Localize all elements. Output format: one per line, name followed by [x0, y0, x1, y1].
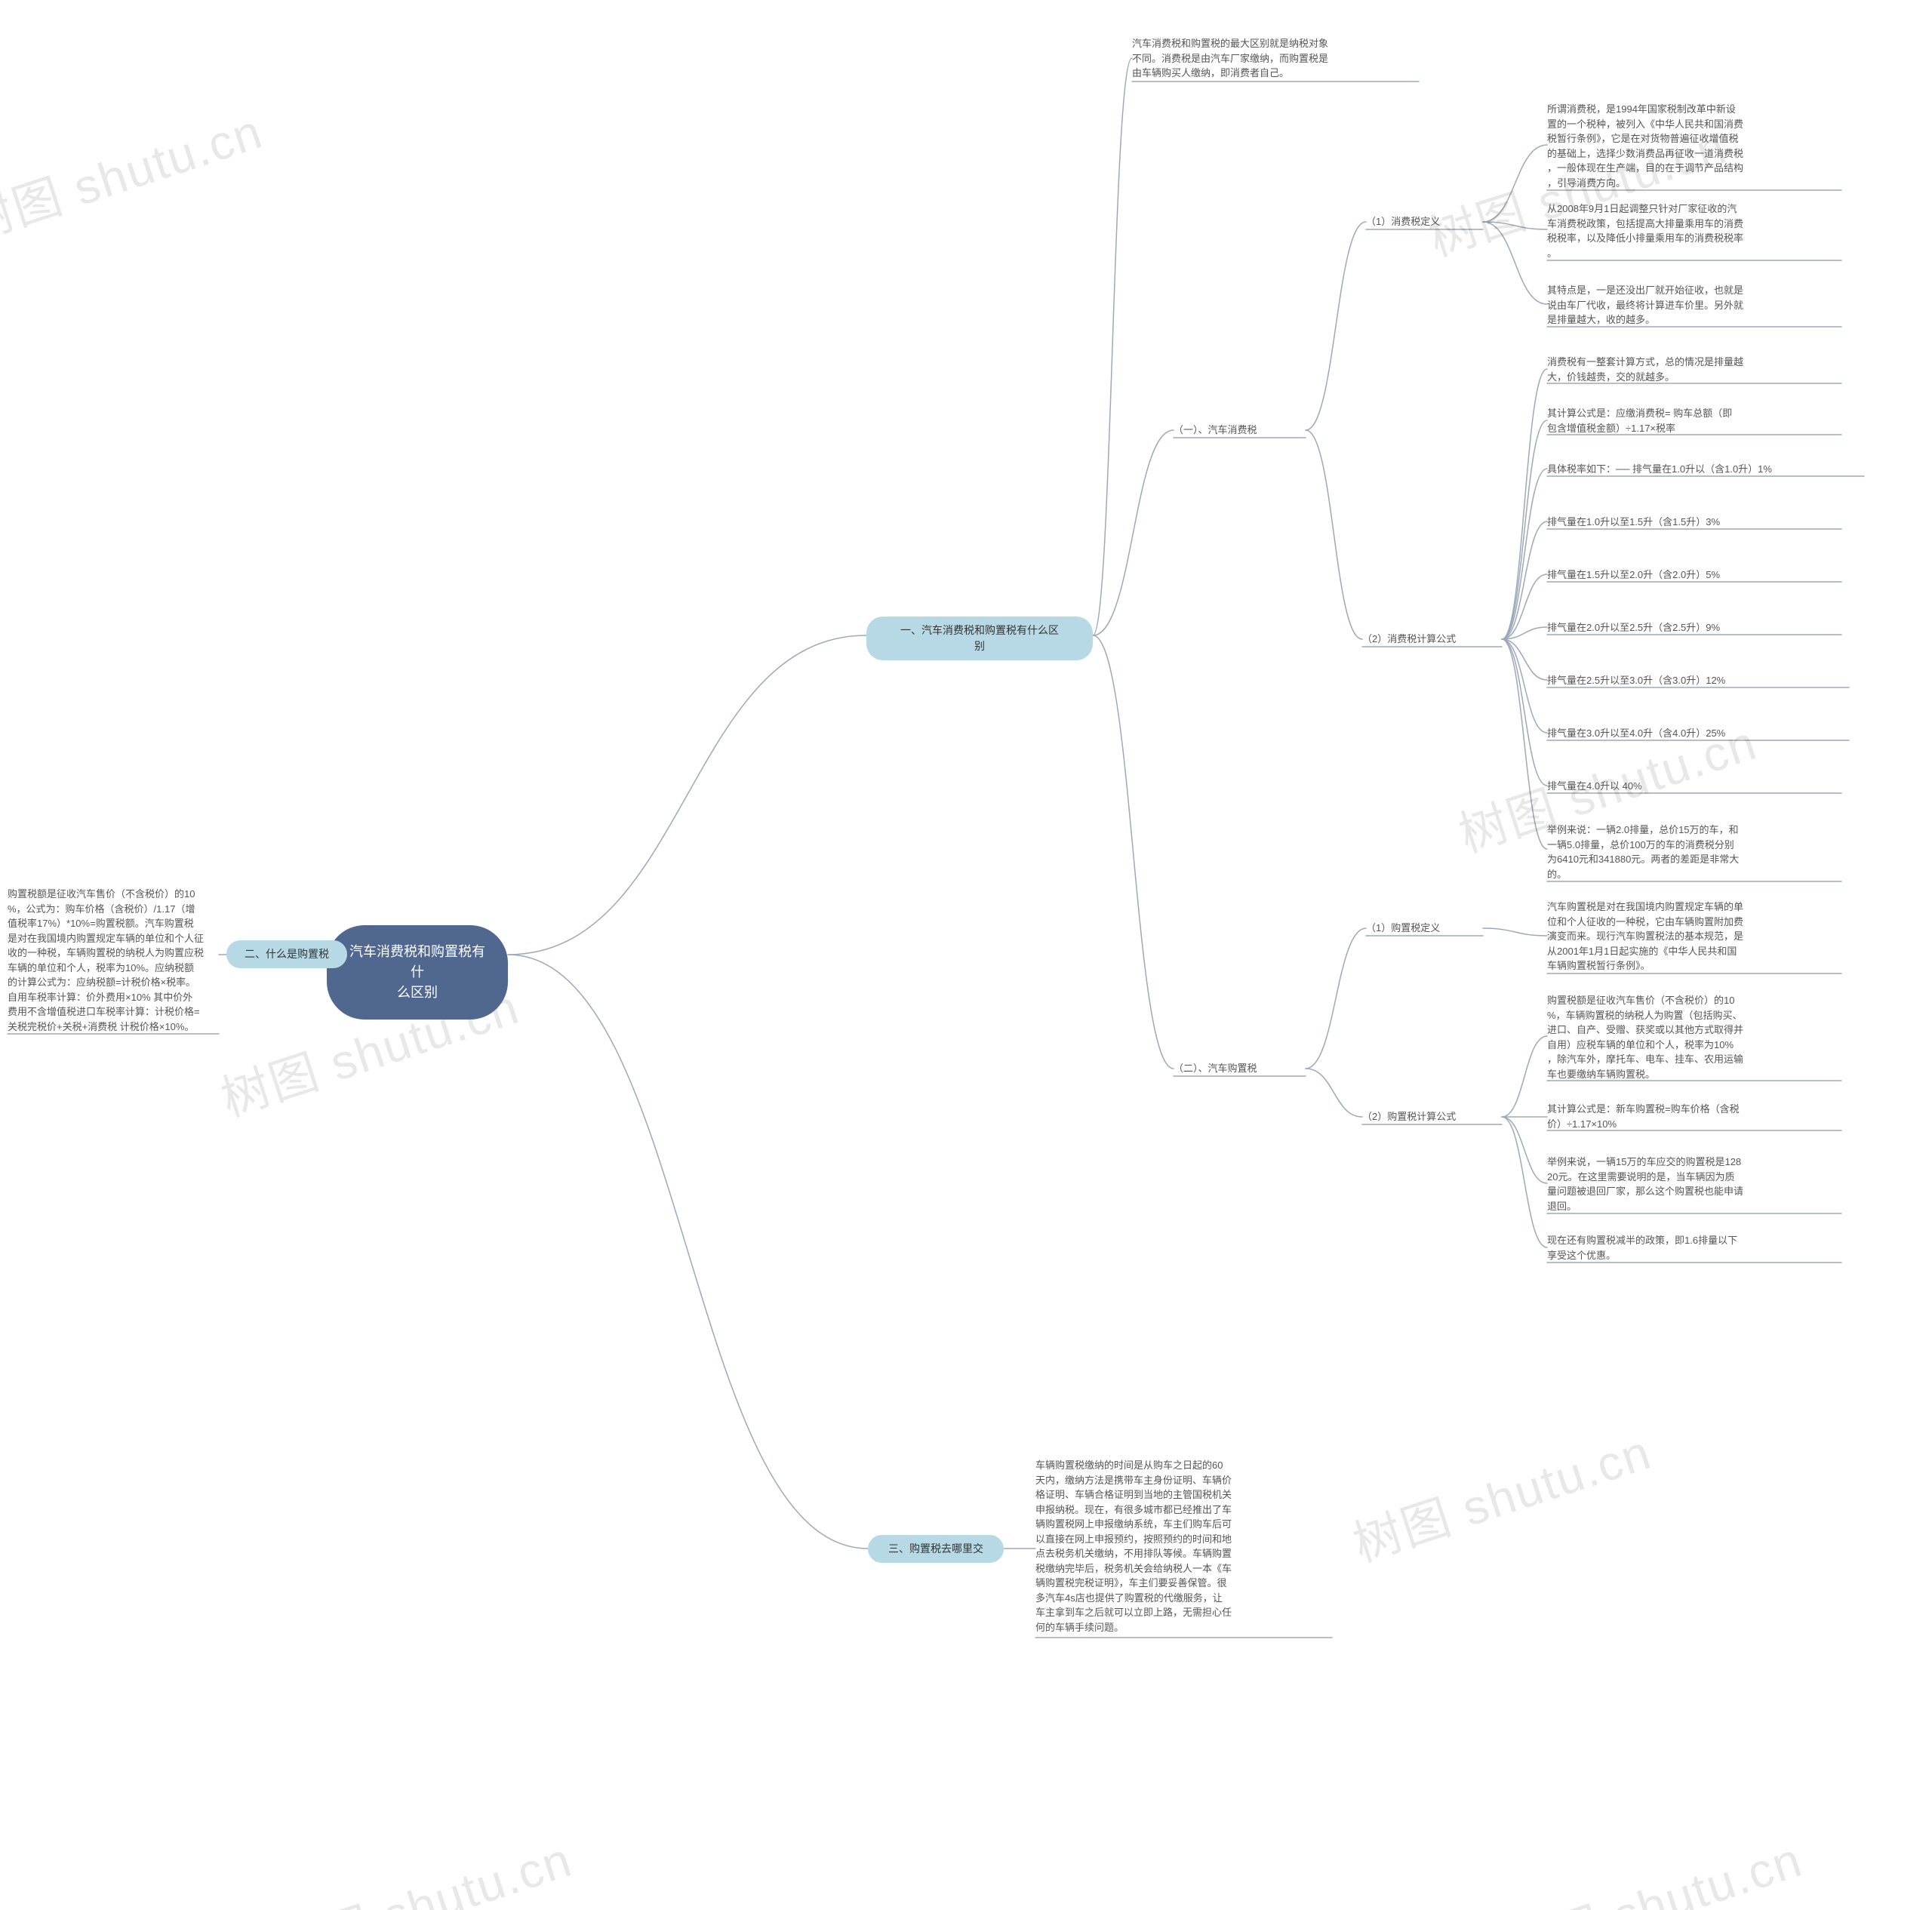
root-node[interactable]: 汽车消费税和购置税有什 么区别	[327, 925, 508, 1020]
leaf-node: 具体税率如下：── 排气量在1.0升以（含1.0升）1%	[1547, 462, 1872, 477]
leaf-node: 排气量在2.0升以至2.5升（含2.5升）9%	[1547, 620, 1849, 635]
leaf-node: 车辆购置税缴纳的时间是从购车之日起的60 天内，缴纳方法是携带车主身份证明、车辆…	[1035, 1458, 1337, 1635]
leaf-node: 所谓消费税，是1994年国家税制改革中新设 置的一个税种，被列入《中华人民共和国…	[1547, 102, 1849, 190]
leaf-node: 消费税有一整套计算方式，总的情况是排量越 大，价钱越贵，交的就越多。	[1547, 355, 1849, 384]
mindmap-canvas: 树图 shutu.cn 树图 shutu.cn 树图 shutu.cn 树图 shut…	[0, 0, 1932, 1910]
leaf-node: 汽车消费税和购置税的最大区别就是纳税对象 不同。消费税是由汽车厂家缴纳，而购置税…	[1132, 36, 1419, 81]
mid-node: （2）购置税计算公式	[1362, 1109, 1506, 1124]
mid-node: （2）消费税计算公式	[1362, 632, 1506, 647]
leaf-node: 从2008年9月1日起调整只针对厂家征收的汽 车消费税政策，包括提高大排量乘用车…	[1547, 201, 1849, 260]
mid-node: （二）、汽车购置税	[1174, 1061, 1309, 1076]
leaf-node: 举例来说，一辆15万的车应交的购置税是128 20元。在这里需要说明的是，当车辆…	[1547, 1155, 1849, 1213]
leaf-node: 排气量在3.0升以至4.0升（含4.0升）25%	[1547, 726, 1857, 741]
leaf-node: 其计算公式是：应缴消费税= 购车总额（即 包含增值税金额）÷1.17×税率	[1547, 406, 1849, 435]
branch-node[interactable]: 二、什么是购置税	[226, 940, 347, 968]
leaf-node: 购置税额是征收汽车售价（不含税价）的10 %，公式为：购车价格（含税价）/1.1…	[8, 887, 219, 1034]
leaf-node: 其计算公式是：新车购置税=购车价格（含税 价）÷1.17×10%	[1547, 1102, 1849, 1131]
mid-node: （一）、汽车消费税	[1174, 423, 1309, 438]
branch-node[interactable]: 一、汽车消费税和购置税有什么区 别	[866, 617, 1093, 660]
leaf-node: 现在还有购置税减半的政策，即1.6排量以下 享受这个优惠。	[1547, 1233, 1849, 1263]
watermark: 树图 shutu.cn	[264, 1821, 580, 1910]
leaf-node: 汽车购置税是对在我国境内购置规定车辆的单 位和个人征收的一种税，它由车辆购置附加…	[1547, 900, 1849, 973]
leaf-node: 排气量在2.5升以至3.0升（含3.0升）12%	[1547, 673, 1857, 688]
leaf-node: 其特点是，一是还没出厂就开始征收，也就是 说由车厂代收，最终将计算进车价里。另外…	[1547, 283, 1849, 328]
leaf-node: 购置税额是征收汽车售价（不含税价）的10 %，车辆购置税的纳税人为购置（包括购买…	[1547, 993, 1849, 1081]
watermark: 树图 shutu.cn	[1343, 1413, 1659, 1575]
leaf-node: 排气量在4.0升以 40%	[1547, 779, 1849, 794]
watermark: 树图 shutu.cn	[0, 93, 270, 254]
leaf-node: 举例来说：一辆2.0排量，总价15万的车，和 一辆5.0排量，总价100万的车的…	[1547, 823, 1849, 881]
leaf-node: 排气量在1.0升以至1.5升（含1.5升）3%	[1547, 515, 1849, 530]
leaf-node: 排气量在1.5升以至2.0升（含2.0升）5%	[1547, 567, 1849, 583]
branch-node[interactable]: 三、购置税去哪里交	[868, 1535, 1004, 1563]
watermark: 树图 shutu.cn	[1494, 1821, 1810, 1910]
mid-node: （1）购置税定义	[1366, 921, 1487, 936]
mid-node: （1）消费税定义	[1366, 214, 1487, 229]
